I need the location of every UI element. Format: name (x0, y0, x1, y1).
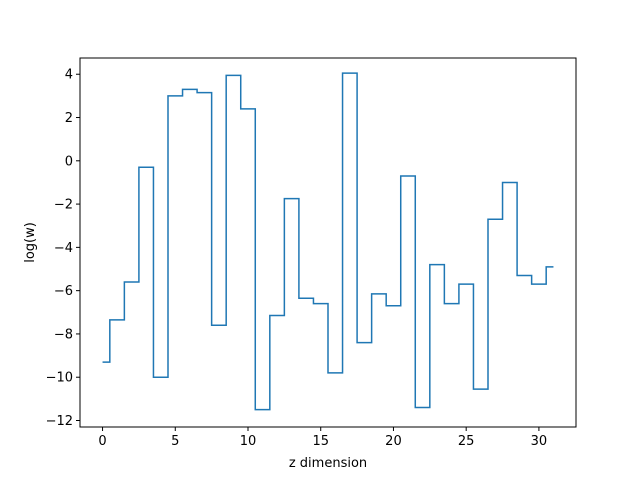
x-tick-label: 15 (312, 434, 329, 449)
plot-frame (79, 57, 577, 428)
x-tick-label: 5 (171, 434, 179, 449)
y-tick-label: 4 (65, 68, 73, 83)
y-tick-label: 0 (65, 154, 73, 169)
x-tick-label: 0 (98, 434, 106, 449)
y-tick-label: −10 (46, 371, 73, 386)
y-tick-label: −8 (54, 327, 73, 342)
y-tick-label: −4 (54, 241, 73, 256)
x-tick-label: 25 (458, 434, 475, 449)
y-axis-label: log(w) (23, 222, 38, 263)
x-axis-label: z dimension (289, 456, 367, 471)
series-line (102, 72, 554, 411)
x-tick-label: 20 (385, 434, 402, 449)
x-tick-label: 10 (240, 434, 257, 449)
y-tick-label: −6 (54, 284, 73, 299)
x-tick-label: 30 (531, 434, 548, 449)
y-axis: −12 −10 −8 −6 −4 −2 0 2 4 (46, 68, 80, 429)
y-tick-label: −12 (46, 414, 73, 429)
y-tick-label: 2 (65, 111, 73, 126)
series-layer (102, 72, 554, 411)
y-tick-label: −2 (54, 198, 73, 213)
x-axis: 0 5 10 15 20 25 30 (98, 427, 547, 449)
